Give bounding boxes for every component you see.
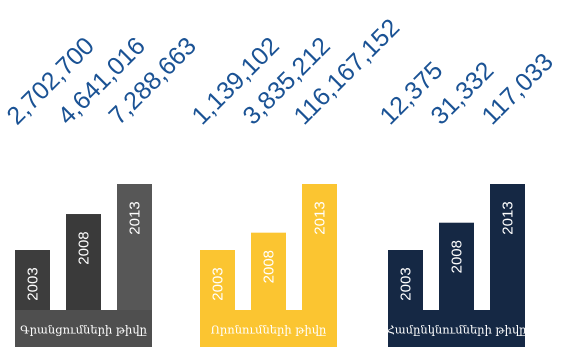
bar-2003 (388, 250, 423, 310)
bar-2013 (302, 184, 337, 310)
year-label: 2003 (210, 267, 227, 300)
year-label: 2003 (25, 267, 42, 300)
year-label: 2013 (127, 201, 144, 234)
bar-2008 (66, 214, 101, 310)
caption-label: Համընկնումների թիվը (386, 323, 526, 337)
bar-2008 (439, 222, 474, 310)
year-label: 2003 (398, 267, 415, 300)
caption-strip (388, 310, 525, 347)
bar-group-3: 2003 2008 2013 Համընկնումների թիվը (386, 184, 527, 347)
year-label: 2008 (449, 240, 466, 273)
caption-label: Որոնումների թիվը (211, 323, 327, 337)
bar-2008 (251, 232, 286, 310)
year-label: 2013 (312, 201, 329, 234)
bar-2013 (490, 184, 525, 310)
caption-label: Գրանցումների թիվը (20, 323, 147, 337)
year-label: 2008 (76, 231, 93, 264)
bar-2013 (117, 184, 152, 310)
bar-2003 (15, 250, 50, 310)
year-label: 2013 (500, 201, 517, 234)
bar-2003 (200, 250, 235, 310)
year-label: 2008 (261, 250, 278, 283)
value-label: 117,033 (476, 48, 558, 130)
bar-group-1: 2003 2008 2013 Գրանցումների թիվը (15, 184, 152, 347)
caption-strip (200, 310, 337, 347)
bar-group-2: 2003 2008 2013 Որոնումների թիվը (200, 184, 337, 347)
caption-strip (15, 310, 152, 347)
